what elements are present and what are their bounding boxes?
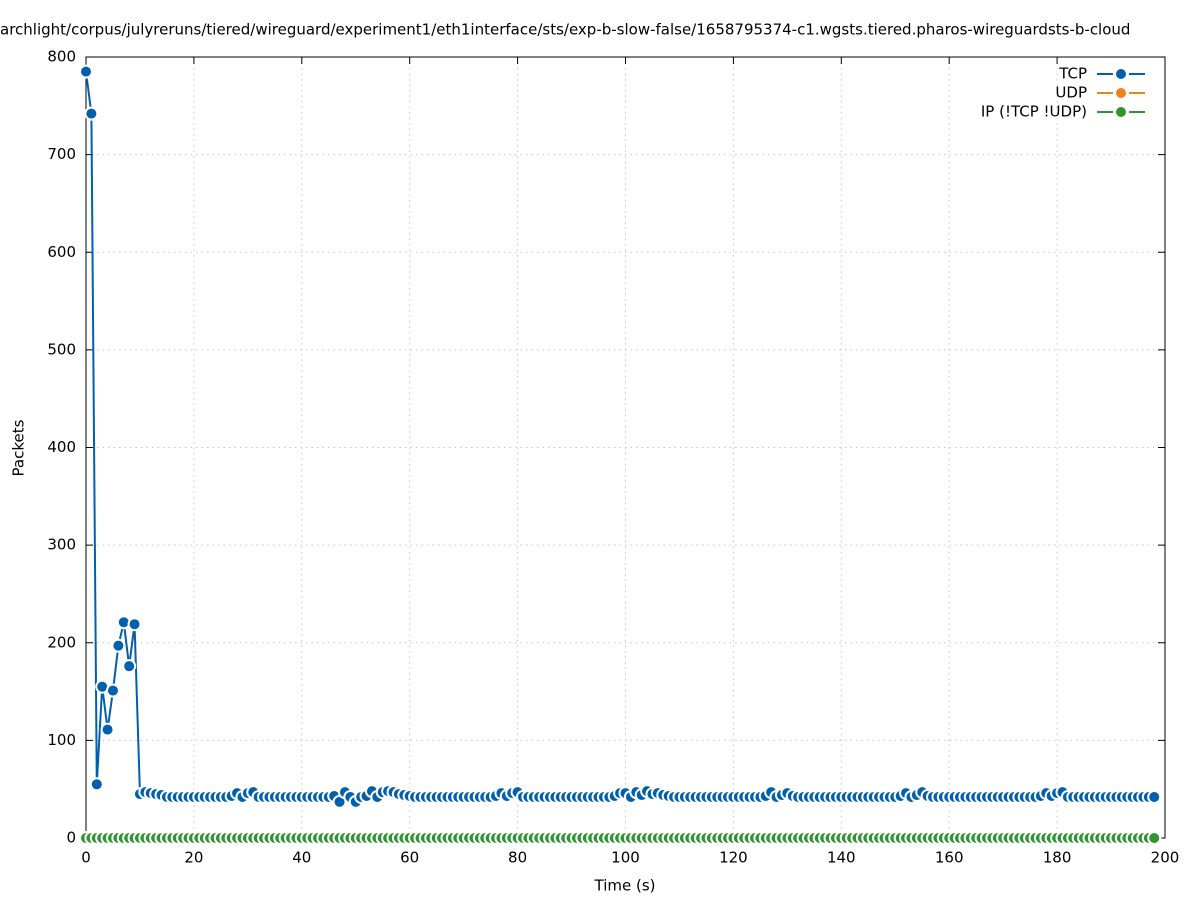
x-tick-label: 40 [292,849,311,867]
data-point [113,640,124,651]
data-point [1149,833,1160,843]
x-tick-label: 200 [1151,849,1180,867]
x-tick-label: 120 [719,849,748,867]
x-tick-label: 80 [508,849,527,867]
legend-swatch [1116,107,1126,117]
legend-label: TCP [1058,65,1087,83]
y-tick-label: 300 [47,536,76,554]
legend-label: IP (!TCP !UDP) [981,103,1087,121]
data-point [107,685,118,696]
series [79,831,1162,845]
chart-title: archlight/corpus/julyreruns/tiered/wireg… [0,21,1130,39]
x-tick-label: 60 [400,849,419,867]
y-axis-label: Packets [10,419,28,476]
series [79,64,1162,809]
y-tick-label: 0 [66,829,76,847]
x-tick-label: 160 [935,849,964,867]
x-tick-label: 20 [184,849,203,867]
data-point [97,681,108,692]
legend-swatch [1116,69,1126,79]
y-tick-label: 200 [47,633,76,651]
y-tick-label: 800 [47,48,76,66]
y-tick-label: 400 [47,438,76,456]
x-tick-label: 100 [611,849,640,867]
x-tick-label: 140 [827,849,856,867]
data-point [81,66,91,77]
y-tick-label: 600 [47,243,76,261]
data-point [1149,791,1160,802]
legend-label: UDP [1055,84,1087,102]
x-tick-label: 0 [81,849,91,867]
data-point [334,796,345,807]
series-line [85,71,1155,804]
y-tick-label: 700 [47,145,76,163]
data-point [118,617,129,628]
data-point [102,724,113,735]
y-tick-label: 100 [47,731,76,749]
data-point [86,108,97,119]
legend-swatch [1116,88,1126,98]
x-tick-label: 180 [1043,849,1072,867]
y-tick-label: 500 [47,340,76,358]
data-point [124,661,135,672]
data-point [91,779,102,790]
x-axis-label: Time (s) [594,877,656,895]
data-point [129,619,140,630]
